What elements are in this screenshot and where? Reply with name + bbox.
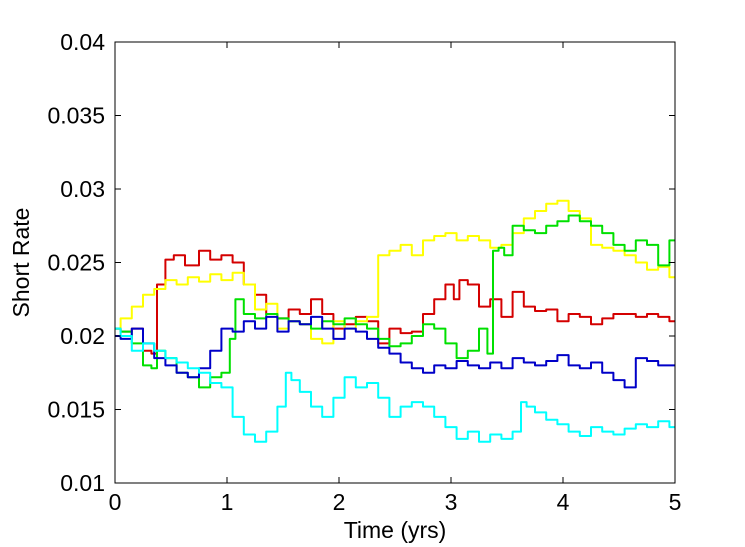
y-tick-label: 0.015 [47, 397, 105, 423]
x-tick-label: 4 [557, 489, 570, 515]
y-tick-label: 0.03 [60, 176, 105, 202]
y-tick-label: 0.04 [60, 29, 105, 55]
x-tick-label: 0 [109, 489, 122, 515]
series-line-1 [115, 249, 675, 355]
x-tick-label: 5 [669, 489, 682, 515]
series-layer [115, 199, 675, 443]
x-tick-label: 1 [221, 489, 234, 515]
series-line-5 [115, 327, 675, 443]
tick-marks [114, 41, 676, 484]
x-tick-label: 3 [445, 489, 458, 515]
series-line-4 [115, 315, 675, 389]
x-axis-label: Time (yrs) [344, 517, 447, 543]
y-axis-label: Short Rate [8, 208, 34, 318]
y-tick-labels: 0.01 0.015 0.02 0.025 0.03 0.035 0.04 [47, 29, 105, 496]
y-tick-label: 0.01 [60, 470, 105, 496]
x-tick-label: 2 [333, 489, 346, 515]
y-tick-label: 0.02 [60, 323, 105, 349]
x-tick-labels: 0 1 2 3 4 5 [109, 489, 682, 515]
y-tick-label: 0.025 [47, 250, 105, 276]
y-tick-label: 0.035 [47, 103, 105, 129]
series-line-3 [115, 214, 675, 389]
